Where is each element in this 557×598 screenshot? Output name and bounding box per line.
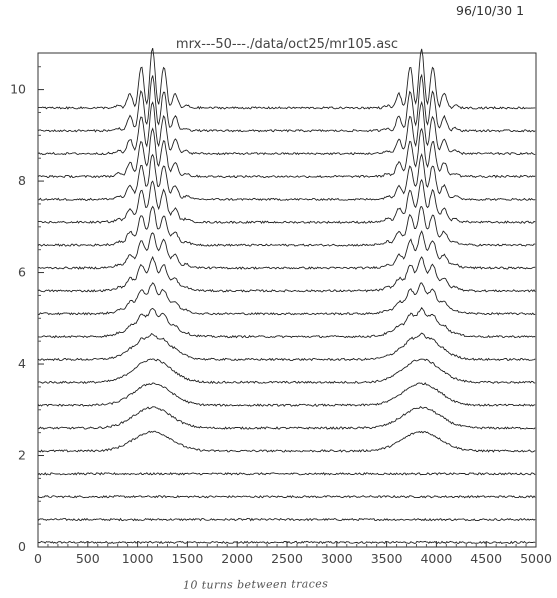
trace-line <box>38 306 536 339</box>
trace-line <box>37 332 536 362</box>
trace-group <box>37 47 536 545</box>
trace-line <box>37 230 536 270</box>
trace-line <box>37 405 536 430</box>
trace-line <box>37 255 536 293</box>
x-tick-label: 4000 <box>420 551 452 566</box>
trace-line <box>37 153 536 201</box>
y-tick-label: 8 <box>18 173 26 188</box>
trace-line <box>37 517 536 522</box>
x-tick-label: 500 <box>76 551 100 566</box>
trace-line <box>37 178 536 225</box>
trace-line <box>37 382 536 407</box>
x-tick-label: 1500 <box>171 551 203 566</box>
x-tick-label: 4500 <box>470 551 502 566</box>
trace-line <box>37 282 536 316</box>
y-tick-label: 6 <box>18 265 26 280</box>
timestamp-label: 96/10/30 1 <box>456 3 525 18</box>
x-tick-label: 3000 <box>321 551 353 566</box>
x-axis: 0 500 1000 1500 2000 2500 3000 3500 4000 4500 5000 <box>34 541 552 566</box>
trace-line <box>37 73 536 133</box>
trace-line <box>37 358 536 384</box>
y-tick-label: 10 <box>10 82 26 97</box>
trace-line <box>37 100 536 156</box>
trace-line <box>37 472 536 476</box>
plot-frame <box>37 52 537 548</box>
x-tick-label: 0 <box>34 551 42 566</box>
y-tick-label: 0 <box>18 539 26 554</box>
chart-title: mrx---50---./data/oct25/mr105.asc <box>176 37 398 52</box>
x-tick-label: 1000 <box>122 551 154 566</box>
x-tick-label: 2000 <box>221 551 253 566</box>
y-axis: 0 2 4 6 8 10 <box>10 66 44 554</box>
trace-line <box>37 127 536 179</box>
trace-line <box>37 205 536 247</box>
trace-line <box>38 47 536 110</box>
y-tick-label: 4 <box>18 356 26 371</box>
y-tick-label: 2 <box>18 448 26 463</box>
trace-line <box>37 494 536 499</box>
trace-line <box>37 430 536 453</box>
x-tick-label: 5000 <box>520 551 552 566</box>
handwritten-annotation: 10 turns between traces <box>182 577 329 592</box>
x-tick-label: 2500 <box>271 551 303 566</box>
x-tick-label: 3500 <box>371 551 403 566</box>
